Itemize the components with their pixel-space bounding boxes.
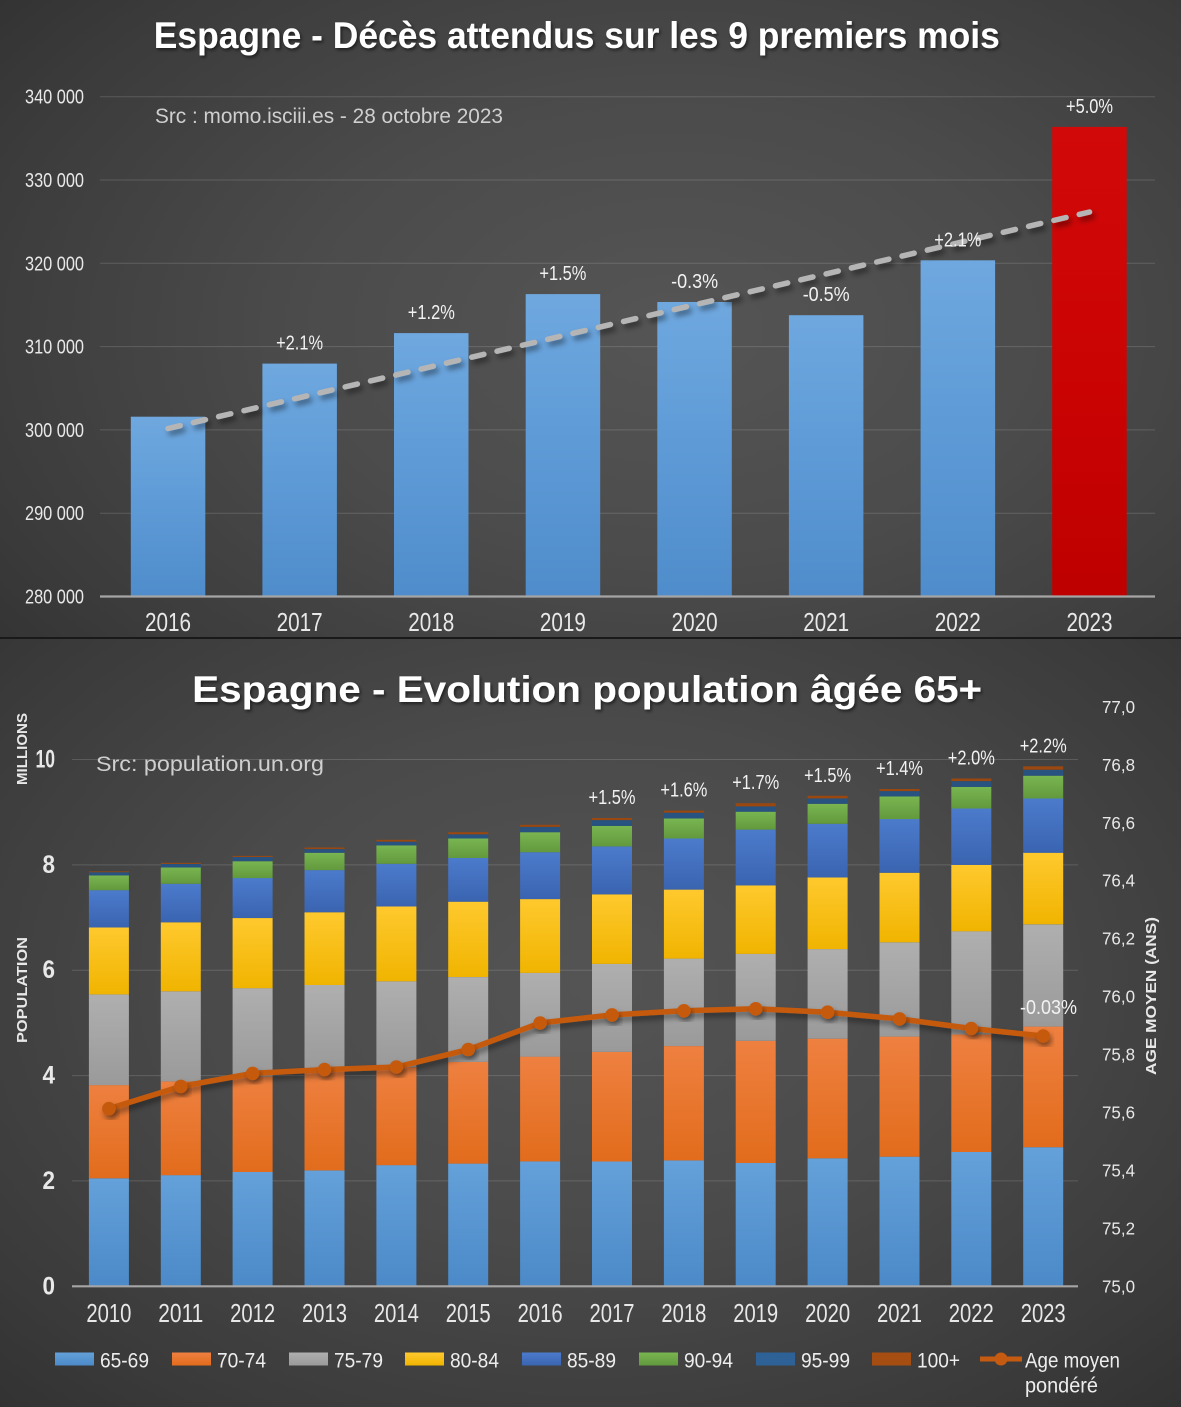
svg-text:330 000: 330 000 [25, 169, 84, 192]
svg-text:85-89: 85-89 [567, 1350, 616, 1373]
svg-text:310 000: 310 000 [25, 336, 84, 359]
svg-text:76,4: 76,4 [1102, 871, 1135, 891]
svg-text:75,2: 75,2 [1102, 1218, 1135, 1238]
svg-text:2019: 2019 [540, 609, 586, 637]
svg-text:-0.5%: -0.5% [803, 283, 850, 306]
svg-text:76,2: 76,2 [1102, 929, 1135, 949]
svg-text:+2.2%: +2.2% [1020, 734, 1067, 757]
svg-text:2016: 2016 [145, 609, 191, 637]
svg-text:2012: 2012 [230, 1300, 275, 1328]
svg-text:65-69: 65-69 [100, 1350, 149, 1373]
svg-text:2023: 2023 [1067, 609, 1113, 637]
svg-text:75,0: 75,0 [1102, 1276, 1135, 1296]
svg-text:Src: population.un.org: Src: population.un.org [96, 752, 324, 776]
svg-text:2014: 2014 [374, 1300, 419, 1328]
svg-text:75,6: 75,6 [1102, 1103, 1135, 1123]
svg-text:2018: 2018 [408, 609, 454, 637]
svg-text:2013: 2013 [302, 1300, 347, 1328]
svg-text:MILLIONS: MILLIONS [14, 713, 31, 785]
svg-text:Age moyen: Age moyen [1025, 1350, 1120, 1373]
svg-text:+1.2%: +1.2% [408, 301, 455, 324]
svg-text:8: 8 [43, 851, 56, 879]
svg-text:pondéré: pondéré [1025, 1375, 1098, 1398]
svg-text:+1.5%: +1.5% [539, 262, 586, 285]
svg-text:95-99: 95-99 [801, 1350, 850, 1373]
svg-text:75,8: 75,8 [1102, 1045, 1135, 1065]
svg-text:+5.0%: +5.0% [1066, 95, 1113, 118]
svg-text:-0.03%: -0.03% [1020, 996, 1077, 1019]
svg-text:4: 4 [43, 1062, 56, 1090]
svg-text:2011: 2011 [158, 1300, 203, 1328]
svg-text:77,0: 77,0 [1102, 697, 1135, 717]
svg-text:2018: 2018 [661, 1300, 706, 1328]
svg-text:280 000: 280 000 [25, 586, 84, 609]
svg-text:2010: 2010 [86, 1300, 131, 1328]
svg-text:+1.6%: +1.6% [660, 779, 707, 802]
svg-text:2019: 2019 [733, 1300, 778, 1328]
svg-text:+2.1%: +2.1% [934, 228, 981, 251]
svg-text:76,8: 76,8 [1102, 755, 1135, 775]
svg-text:290 000: 290 000 [25, 502, 84, 525]
svg-text:6: 6 [43, 956, 56, 984]
svg-text:320 000: 320 000 [25, 252, 84, 275]
svg-text:76,6: 76,6 [1102, 813, 1135, 833]
svg-text:POPULATION: POPULATION [14, 937, 31, 1043]
svg-text:100+: 100+ [917, 1350, 960, 1373]
svg-text:+1.5%: +1.5% [589, 786, 636, 809]
svg-text:80-84: 80-84 [450, 1350, 499, 1373]
svg-text:340 000: 340 000 [25, 86, 84, 109]
svg-text:Espagne - Evolution population: Espagne - Evolution population âgée 65+ [192, 669, 982, 710]
svg-text:300 000: 300 000 [25, 419, 84, 442]
svg-text:10: 10 [36, 746, 56, 774]
svg-text:AGE MOYEN (ANS): AGE MOYEN (ANS) [1143, 917, 1160, 1075]
svg-text:2015: 2015 [446, 1300, 491, 1328]
svg-text:2021: 2021 [877, 1300, 922, 1328]
svg-text:75,4: 75,4 [1102, 1160, 1135, 1180]
svg-text:2021: 2021 [803, 609, 849, 637]
svg-text:76,0: 76,0 [1102, 987, 1135, 1007]
svg-text:2023: 2023 [1021, 1300, 1066, 1328]
svg-text:75-79: 75-79 [334, 1350, 383, 1373]
svg-text:+1.4%: +1.4% [876, 757, 923, 780]
svg-text:2020: 2020 [672, 609, 718, 637]
svg-text:70-74: 70-74 [217, 1350, 266, 1373]
svg-text:90-94: 90-94 [684, 1350, 733, 1373]
svg-text:-0.3%: -0.3% [671, 270, 718, 293]
svg-text:2017: 2017 [277, 609, 323, 637]
svg-text:Espagne - Décès attendus sur l: Espagne - Décès attendus sur les 9 premi… [154, 15, 1000, 56]
svg-text:+1.7%: +1.7% [732, 771, 779, 794]
svg-text:+2.1%: +2.1% [276, 332, 323, 355]
svg-text:+1.5%: +1.5% [804, 764, 851, 787]
svg-text:0: 0 [43, 1272, 56, 1300]
svg-text:2017: 2017 [590, 1300, 635, 1328]
svg-text:+2.0%: +2.0% [948, 747, 995, 770]
svg-text:2: 2 [43, 1167, 56, 1195]
svg-text:2022: 2022 [935, 609, 981, 637]
svg-text:2016: 2016 [518, 1300, 563, 1328]
svg-text:2022: 2022 [949, 1300, 994, 1328]
svg-text:Src : momo.isciii.es - 28 octo: Src : momo.isciii.es - 28 octobre 2023 [155, 104, 503, 128]
svg-text:2020: 2020 [805, 1300, 850, 1328]
